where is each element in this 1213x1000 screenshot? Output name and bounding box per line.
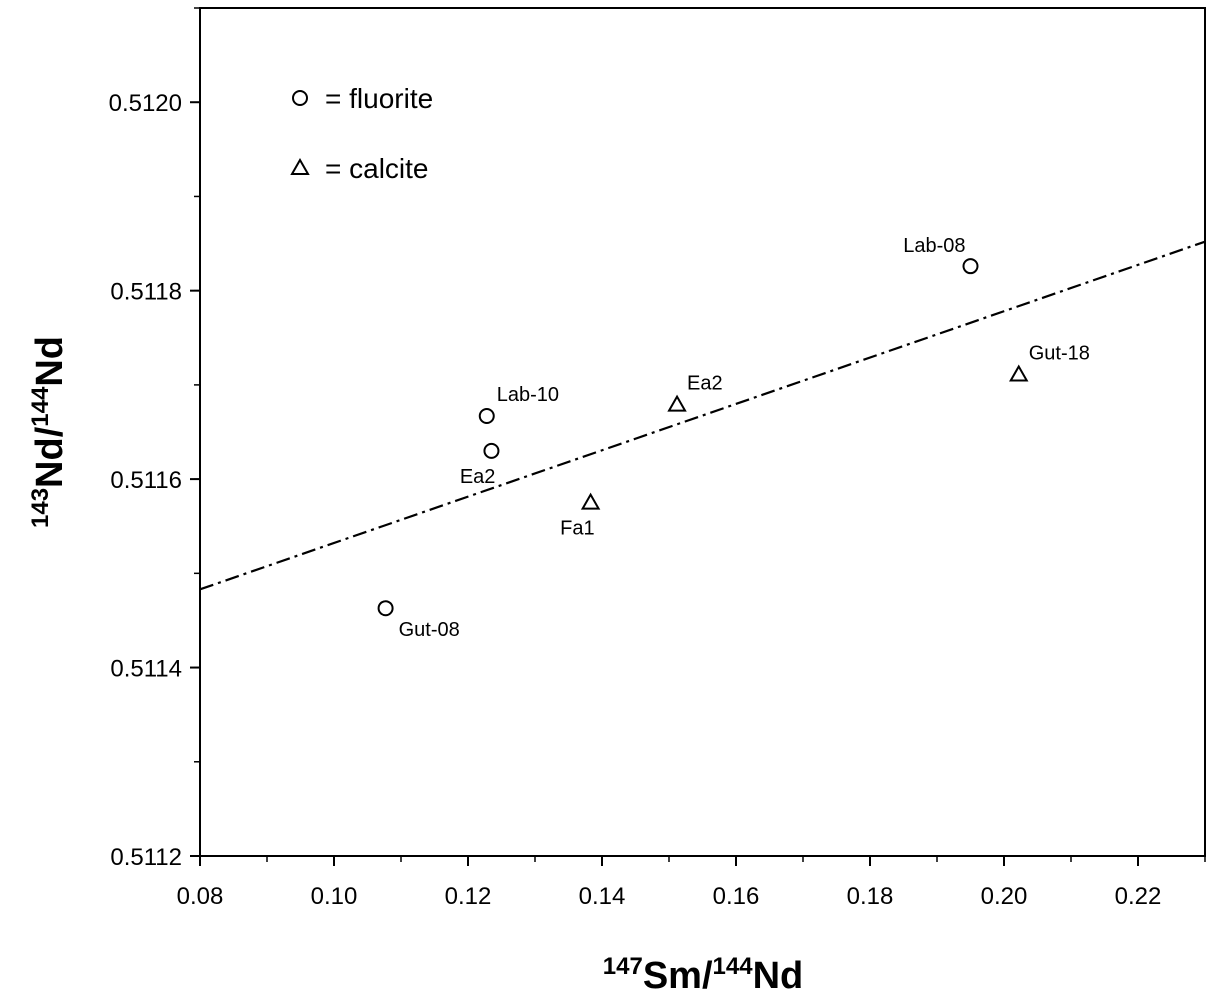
x-axis-title: 147Sm/144Nd <box>603 953 803 997</box>
fluorite-point <box>478 407 495 424</box>
data-points: Gut-08 Lab-10 Ea2 Lab-08 Fa1 Ea2 Gut-18 <box>377 235 1090 641</box>
x-tick-label: 0.18 <box>847 883 894 910</box>
fluorite-point <box>377 600 394 617</box>
plot-frame <box>199 7 1206 857</box>
x-tick-label: 0.10 <box>311 883 358 910</box>
y-tick-label: 0.5116 <box>110 467 182 494</box>
legend-label: = fluorite <box>325 83 433 114</box>
x-tick-label: 0.08 <box>177 883 224 910</box>
y-tick-label: 0.5118 <box>110 279 182 306</box>
x-tick-label: 0.22 <box>1115 883 1162 910</box>
fluorite-point <box>962 258 979 275</box>
y-tick-label: 0.5112 <box>110 844 182 871</box>
x-tick-label: 0.14 <box>579 883 626 910</box>
legend-triangle-marker <box>290 157 310 175</box>
point-label: Gut-18 <box>1029 343 1090 365</box>
calcite-point <box>580 492 601 510</box>
point-label: Lab-08 <box>903 235 965 257</box>
point-label: Fa1 <box>560 518 594 540</box>
point-label: Gut-08 <box>399 619 460 641</box>
axis-ticks: 0.08 0.10 0.12 0.14 0.16 0.18 0.20 0.22 0.5112 0.… <box>109 7 1206 910</box>
legend-circle-marker <box>292 90 308 106</box>
point-label: Lab-10 <box>497 384 559 406</box>
fit-line <box>199 240 1206 591</box>
x-tick-label: 0.20 <box>981 883 1028 910</box>
legend: = fluorite = calcite <box>290 83 433 184</box>
fit-line-layer <box>199 240 1206 591</box>
y-tick-label: 0.5120 <box>109 90 182 117</box>
calcite-point <box>1009 364 1029 382</box>
point-label: Ea2 <box>687 373 723 395</box>
y-tick-label: 0.5114 <box>110 656 182 683</box>
legend-label: = calcite <box>325 153 429 184</box>
x-tick-label: 0.16 <box>713 883 760 910</box>
calcite-point <box>667 394 687 412</box>
y-axis-title: 143Nd/144Nd <box>27 336 71 528</box>
x-tick-label: 0.12 <box>445 883 492 910</box>
point-label: Ea2 <box>460 466 496 488</box>
fluorite-point <box>483 442 500 459</box>
